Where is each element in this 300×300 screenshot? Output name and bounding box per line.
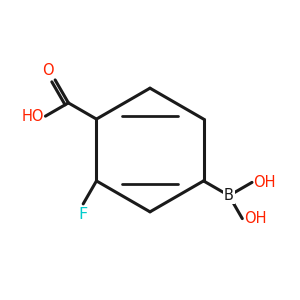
Text: F: F (79, 207, 88, 222)
Text: B: B (224, 188, 234, 203)
Text: O: O (42, 64, 54, 79)
Text: OH: OH (254, 175, 276, 190)
Text: HO: HO (22, 109, 44, 124)
Text: OH: OH (244, 211, 266, 226)
